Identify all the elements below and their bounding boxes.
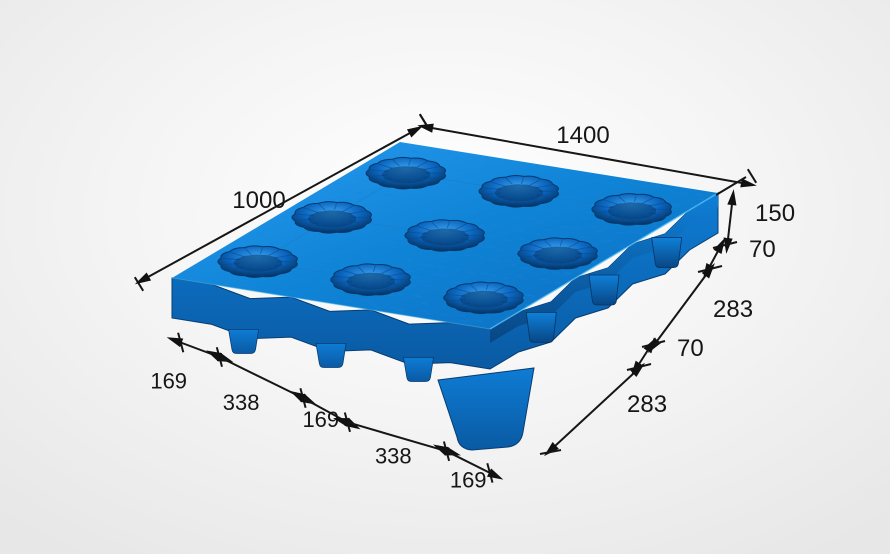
svg-text:70: 70 [749,236,776,263]
svg-text:338: 338 [375,443,412,468]
svg-text:70: 70 [677,335,704,362]
svg-text:169: 169 [302,407,339,432]
svg-text:283: 283 [627,391,667,418]
svg-text:1400: 1400 [556,122,609,149]
svg-text:283: 283 [713,296,753,323]
svg-text:338: 338 [223,390,260,415]
svg-text:169: 169 [150,368,187,393]
svg-text:150: 150 [755,200,795,227]
svg-text:169: 169 [450,467,487,492]
svg-text:1000: 1000 [232,187,285,214]
